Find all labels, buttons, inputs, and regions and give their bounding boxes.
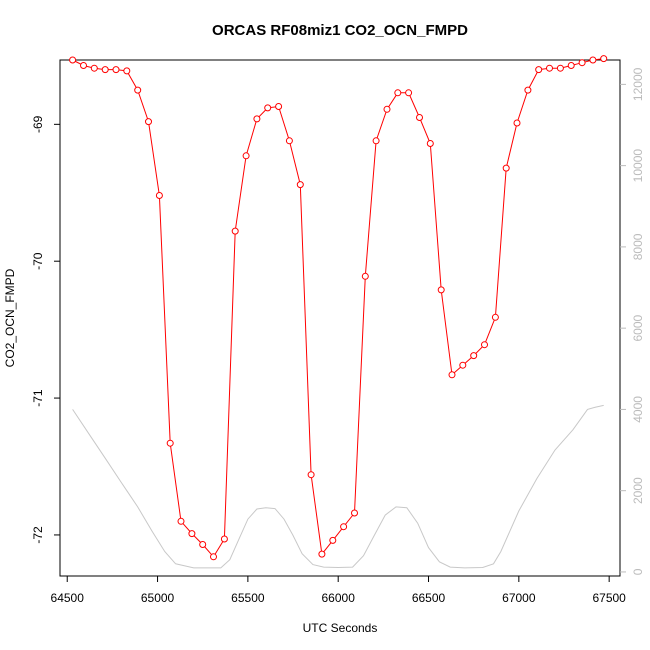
data-point bbox=[535, 66, 543, 74]
data-point bbox=[264, 104, 272, 112]
data-point bbox=[307, 471, 315, 479]
data-point bbox=[556, 64, 564, 72]
x-axis: 64500 65000 65500 66000 66500 67000 67500 bbox=[51, 576, 626, 605]
y2-tick-label: 0 bbox=[631, 568, 645, 575]
data-point bbox=[188, 530, 196, 538]
data-point bbox=[481, 341, 488, 349]
data-point bbox=[448, 371, 456, 379]
data-point bbox=[253, 115, 261, 123]
plot-frame bbox=[59, 59, 621, 577]
y-axis-label: CO2_OCN_FMPD bbox=[3, 268, 17, 367]
y2-axis-right: 0 2000 4000 6000 8000 10000 12000 bbox=[620, 67, 645, 575]
data-point bbox=[470, 352, 478, 360]
y2-tick-label: 6000 bbox=[631, 314, 645, 341]
data-point bbox=[155, 192, 163, 199]
data-point bbox=[123, 67, 131, 75]
data-point bbox=[210, 553, 217, 561]
data-point bbox=[318, 550, 326, 558]
data-point bbox=[90, 64, 98, 72]
data-point bbox=[437, 286, 445, 294]
data-point bbox=[416, 114, 423, 121]
data-point bbox=[340, 523, 348, 531]
y-tick-label: -70 bbox=[31, 252, 45, 270]
data-point bbox=[242, 152, 250, 160]
data-point bbox=[285, 137, 293, 145]
data-point bbox=[361, 272, 369, 280]
x-axis-label: UTC Seconds bbox=[303, 621, 378, 635]
x-tick-label: 67000 bbox=[502, 591, 536, 605]
points-layer bbox=[69, 55, 608, 561]
data-point bbox=[220, 535, 228, 543]
data-point bbox=[134, 86, 142, 94]
data-point bbox=[405, 89, 413, 97]
y-tick-label: -69 bbox=[31, 115, 45, 133]
x-tick-label: 64500 bbox=[51, 591, 85, 605]
y2-tick-label: 10000 bbox=[631, 149, 645, 183]
data-point bbox=[600, 55, 608, 63]
data-point bbox=[383, 105, 391, 113]
data-point bbox=[426, 140, 434, 147]
data-point bbox=[567, 62, 575, 69]
data-point bbox=[589, 56, 597, 64]
data-point bbox=[329, 536, 337, 544]
y-tick-label: -71 bbox=[31, 389, 45, 407]
data-point bbox=[69, 56, 77, 64]
data-point bbox=[145, 118, 152, 126]
data-point bbox=[101, 66, 109, 74]
data-point bbox=[394, 89, 402, 97]
data-point bbox=[275, 103, 283, 110]
y-axis: -72 -71 -70 -69 bbox=[31, 115, 60, 544]
y2-tick-label: 4000 bbox=[631, 396, 645, 423]
data-point bbox=[372, 137, 380, 145]
x-tick-label: 67500 bbox=[592, 591, 626, 605]
data-point bbox=[80, 62, 87, 69]
data-point bbox=[524, 86, 532, 94]
x-tick-label: 66500 bbox=[412, 591, 446, 605]
y2-tick-label: 2000 bbox=[631, 477, 645, 504]
chart-title: ORCAS RF08miz1 CO2_OCN_FMPD bbox=[212, 22, 468, 39]
data-point bbox=[199, 541, 207, 548]
data-point bbox=[112, 66, 120, 74]
data-point bbox=[231, 227, 239, 235]
primary-line-layer bbox=[72, 58, 604, 558]
data-point bbox=[491, 313, 499, 321]
secondary-series-line bbox=[72, 404, 604, 569]
data-point bbox=[546, 64, 553, 72]
data-point bbox=[459, 361, 467, 369]
data-point bbox=[502, 164, 510, 172]
x-tick-label: 65500 bbox=[231, 591, 265, 605]
data-point bbox=[166, 439, 174, 447]
x-tick-label: 65000 bbox=[141, 591, 175, 605]
data-point bbox=[296, 181, 304, 189]
y2-tick-label: 12000 bbox=[631, 67, 645, 101]
data-point bbox=[513, 119, 521, 127]
y-tick-label: -72 bbox=[31, 526, 45, 544]
x-tick-label: 66000 bbox=[322, 591, 356, 605]
data-point bbox=[177, 517, 185, 525]
secondary-line-layer bbox=[72, 404, 604, 569]
primary-series-line bbox=[72, 58, 604, 558]
y2-tick-label: 8000 bbox=[631, 233, 645, 260]
data-point bbox=[578, 59, 586, 67]
data-point bbox=[351, 509, 358, 517]
